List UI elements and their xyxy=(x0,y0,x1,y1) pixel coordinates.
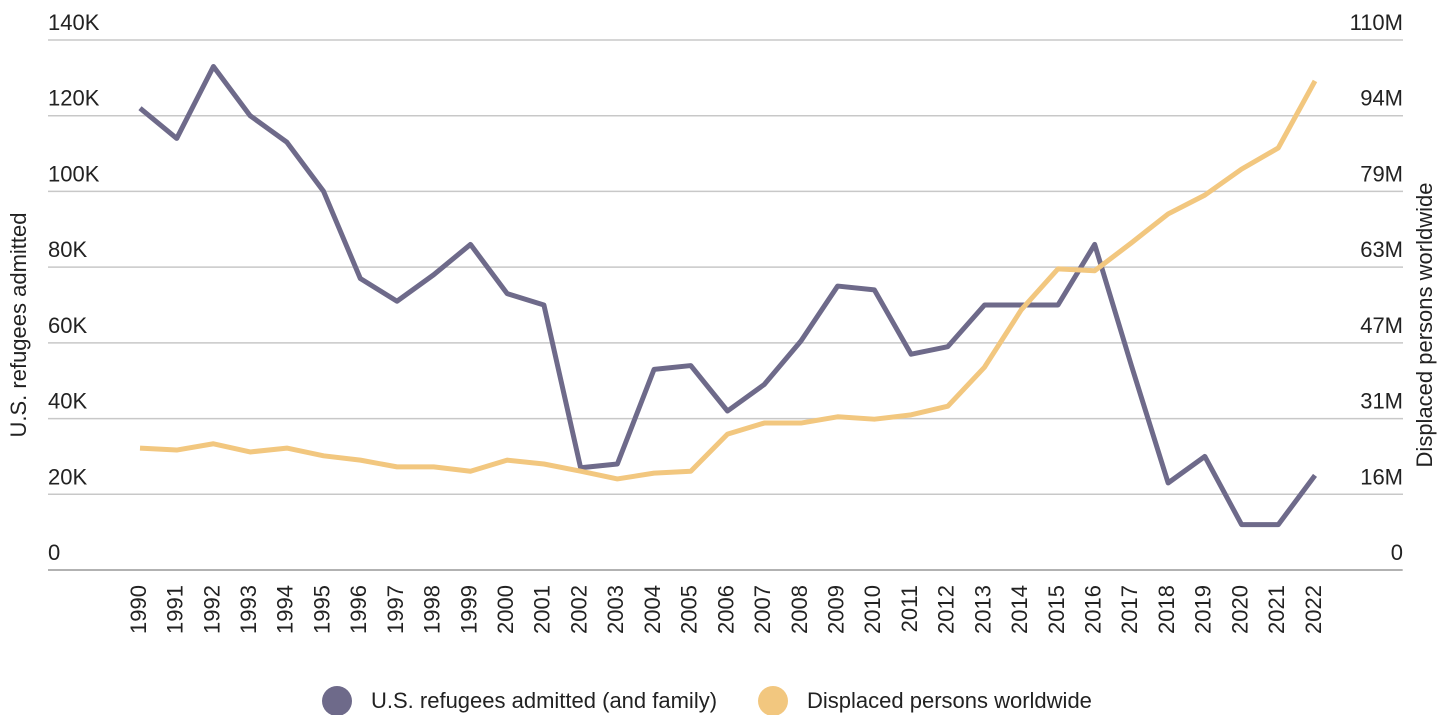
data-line xyxy=(138,64,1318,528)
x-tick-label: 2021 xyxy=(1264,585,1289,634)
x-tick-label: 1990 xyxy=(126,585,151,634)
y2-tick-label: 31M xyxy=(1360,389,1403,414)
x-tick-label: 1999 xyxy=(456,585,481,634)
x-tick-label: 2002 xyxy=(566,585,591,634)
legend-label: U.S. refugees admitted (and family) xyxy=(371,688,717,713)
y-tick-label: 120K xyxy=(48,86,100,111)
x-tick-label: 2019 xyxy=(1191,585,1216,634)
x-tick-label: 2013 xyxy=(970,585,995,634)
x-tick-label: 2014 xyxy=(1007,585,1032,634)
legend-label: Displaced persons worldwide xyxy=(807,688,1092,713)
x-tick-label: 2007 xyxy=(750,585,775,634)
x-tick-label: 2017 xyxy=(1117,585,1142,634)
y2-tick-label: 16M xyxy=(1360,464,1403,489)
y-tick-label: 0 xyxy=(48,540,60,565)
y2-axis-label: Displaced persons worldwide xyxy=(1412,183,1437,468)
data-line xyxy=(139,79,1318,482)
x-tick-label: 2018 xyxy=(1154,585,1179,634)
x-tick-label: 1998 xyxy=(420,585,445,634)
x-tick-label: 2001 xyxy=(530,585,555,634)
x-tick-label: 2015 xyxy=(1044,585,1069,634)
x-tick-label: 2016 xyxy=(1081,585,1106,634)
x-tick-label: 2005 xyxy=(677,585,702,634)
y2-tick-label: 63M xyxy=(1360,237,1403,262)
y2-tick-label: 79M xyxy=(1360,161,1403,186)
x-tick-label: 1991 xyxy=(163,585,188,634)
x-tick-label: 2022 xyxy=(1301,585,1326,634)
legend-swatch xyxy=(758,686,788,715)
y-tick-label: 80K xyxy=(48,237,87,262)
x-tick-label: 2009 xyxy=(823,585,848,634)
x-tick-label: 2004 xyxy=(640,585,665,634)
x-tick-label: 2011 xyxy=(897,585,922,632)
x-tick-label: 2008 xyxy=(787,585,812,634)
x-tick-label: 1996 xyxy=(346,585,371,634)
y-tick-label: 20K xyxy=(48,464,87,489)
y-tick-label: 140K xyxy=(48,10,100,35)
y-tick-label: 100K xyxy=(48,161,100,186)
y-tick-label: 40K xyxy=(48,389,87,414)
x-tick-label: 2020 xyxy=(1227,585,1252,634)
x-tick-label: 1994 xyxy=(273,585,298,634)
x-tick-label: 1993 xyxy=(236,585,261,634)
y2-tick-label: 47M xyxy=(1360,313,1403,338)
x-tick-label: 2000 xyxy=(493,585,518,634)
x-tick-label: 1995 xyxy=(309,585,334,634)
x-tick-label: 1992 xyxy=(199,585,224,634)
y-tick-label: 60K xyxy=(48,313,87,338)
y2-tick-label: 94M xyxy=(1360,86,1403,111)
x-tick-label: 1997 xyxy=(383,585,408,634)
x-tick-label: 2010 xyxy=(860,585,885,634)
x-tick-label: 2003 xyxy=(603,585,628,634)
x-tick-label: 2012 xyxy=(934,585,959,634)
x-tick-label: 2006 xyxy=(713,585,738,634)
y2-tick-label: 0 xyxy=(1391,540,1403,565)
y2-tick-label: 110M xyxy=(1350,10,1403,35)
y-axis-label: U.S. refugees admitted xyxy=(6,212,31,437)
legend-swatch xyxy=(322,686,352,715)
